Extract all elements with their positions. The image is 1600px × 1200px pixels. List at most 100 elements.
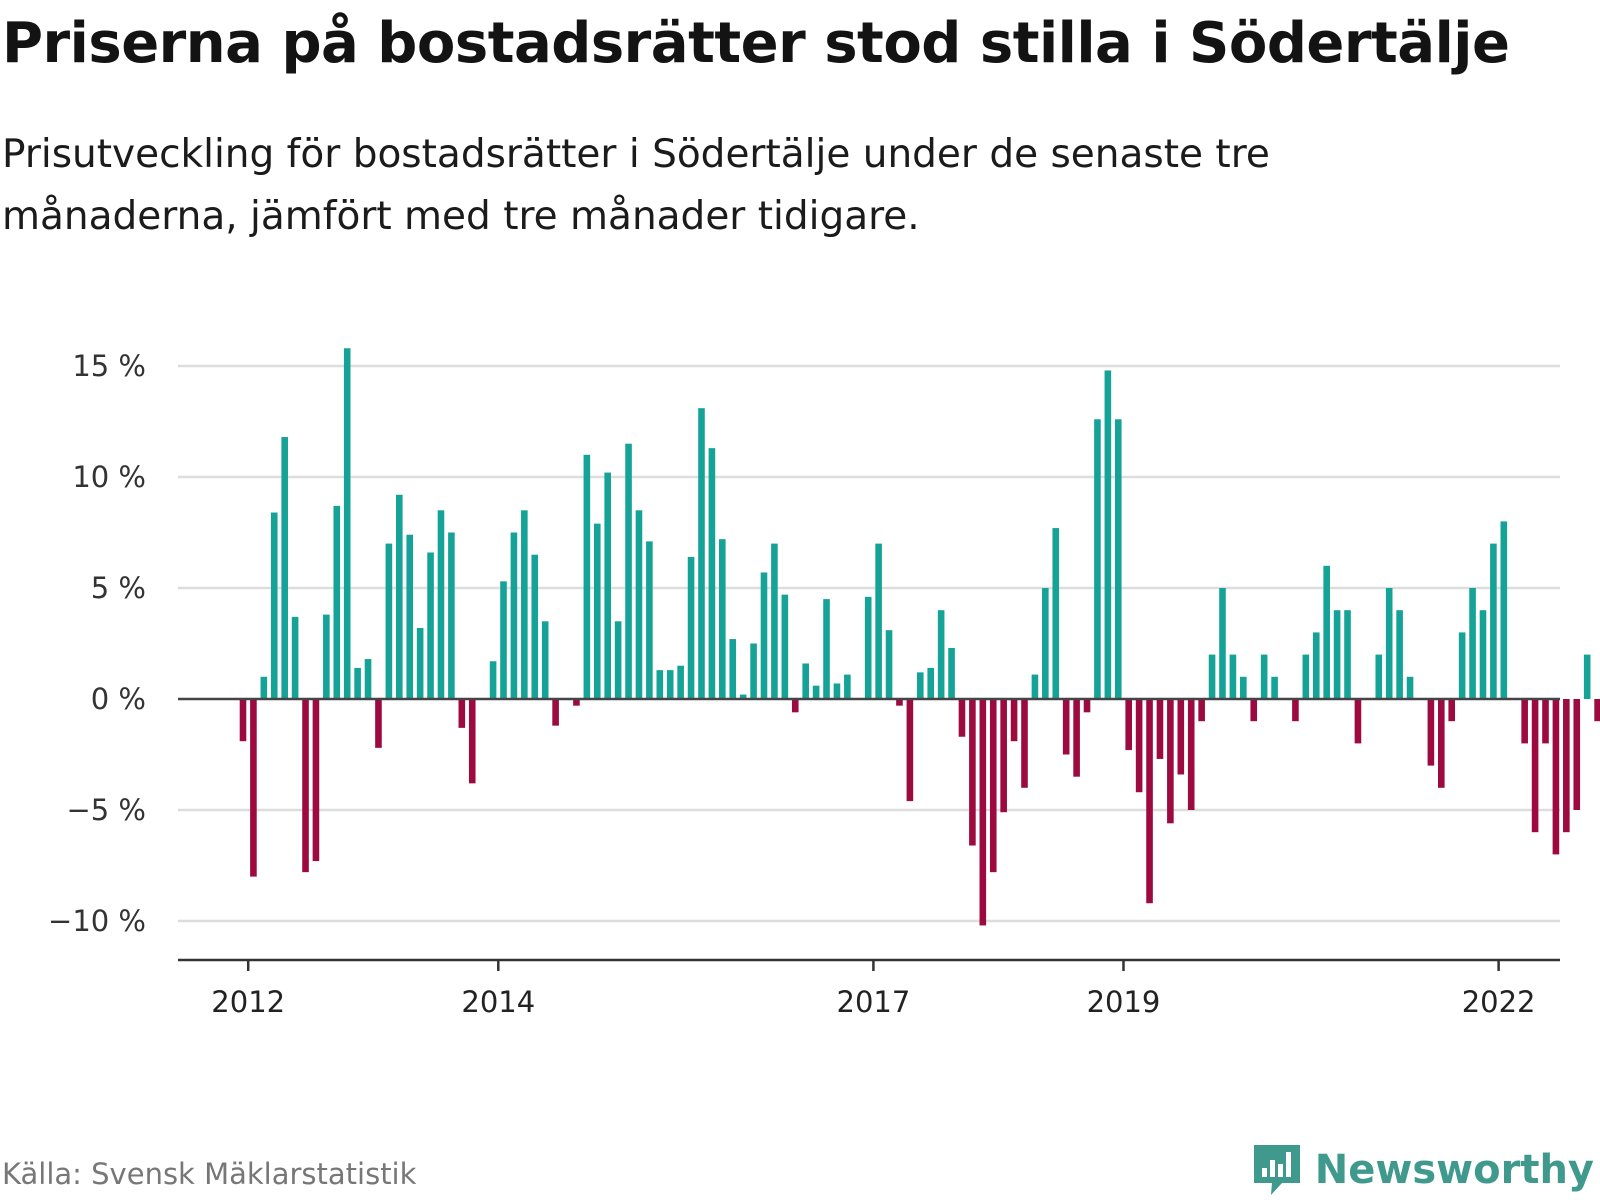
bar <box>1042 588 1049 699</box>
bar <box>1240 676 1247 699</box>
bar <box>239 699 247 742</box>
bar <box>1458 632 1466 699</box>
bar <box>1198 699 1205 722</box>
bar <box>1271 676 1278 699</box>
x-tick-label: 2017 <box>837 985 911 1019</box>
bar <box>677 665 684 699</box>
bar <box>1135 699 1143 793</box>
x-tick-label: 2012 <box>211 985 285 1019</box>
x-tick-label: 2019 <box>1087 985 1161 1019</box>
bar <box>1354 699 1362 744</box>
bar <box>1531 699 1539 833</box>
bar <box>771 543 778 699</box>
bar <box>1167 699 1174 824</box>
bar <box>260 676 268 699</box>
bar <box>1396 610 1403 699</box>
bar <box>552 699 559 726</box>
bar <box>1073 699 1080 777</box>
bar <box>917 672 924 699</box>
bar <box>635 510 643 699</box>
bar <box>385 543 393 699</box>
bar <box>687 556 695 699</box>
bar <box>583 454 591 699</box>
bar <box>969 699 976 846</box>
bar <box>1125 699 1132 751</box>
bar <box>823 599 830 699</box>
bar <box>958 699 966 737</box>
y-tick-label: 15 % <box>72 349 146 383</box>
bar <box>927 667 935 699</box>
bar <box>1479 610 1487 699</box>
bar <box>948 647 955 699</box>
bar <box>1563 699 1570 833</box>
bar <box>1344 610 1351 699</box>
newsworthy-logo: Newsworthy <box>1251 1142 1594 1198</box>
y-tick-label: 0 % <box>91 682 146 716</box>
bar <box>1062 699 1070 755</box>
bar <box>885 630 893 699</box>
bar <box>937 610 945 699</box>
bar <box>1250 699 1258 722</box>
bar <box>729 639 737 699</box>
bar <box>1521 699 1528 744</box>
bar <box>812 685 820 699</box>
bar <box>625 443 632 699</box>
bar <box>1427 699 1435 766</box>
bar <box>1208 654 1216 699</box>
bar <box>1292 699 1299 722</box>
bar <box>281 437 288 699</box>
chart-title: Priserna på bostadsrätter stod stilla i … <box>2 11 1510 76</box>
newsworthy-logo-icon <box>1253 1145 1300 1195</box>
bar <box>1094 419 1101 699</box>
bar <box>1031 674 1039 699</box>
bar <box>291 616 299 699</box>
bar <box>781 594 789 699</box>
bar <box>396 494 403 699</box>
bar <box>406 534 414 699</box>
bar <box>448 532 455 699</box>
bar <box>833 683 841 699</box>
bar <box>791 699 799 713</box>
bar <box>312 699 320 862</box>
bar <box>531 554 539 699</box>
bar <box>666 670 674 699</box>
bar <box>1010 699 1018 742</box>
y-tick-label: 10 % <box>72 460 146 494</box>
bars <box>239 348 1600 926</box>
bar <box>343 348 351 699</box>
x-axis: 201220142017201920222024 <box>178 958 1560 1019</box>
bar <box>489 661 497 699</box>
bar <box>1500 521 1508 699</box>
bar <box>979 699 987 926</box>
bar <box>708 448 716 699</box>
bar <box>844 674 851 699</box>
bar <box>1312 632 1320 699</box>
bar <box>510 532 518 699</box>
y-tick-label: −5 % <box>66 793 146 827</box>
chart-subtitle: Prisutveckling för bostadsrätter i Söder… <box>2 132 1270 240</box>
bar <box>593 523 601 699</box>
bar <box>1552 699 1560 855</box>
bar <box>1573 699 1581 810</box>
bar <box>614 621 622 699</box>
bar <box>573 699 580 706</box>
bar <box>521 510 528 699</box>
bar <box>468 699 476 784</box>
bar <box>1177 699 1185 775</box>
bar <box>541 621 549 699</box>
bar <box>1490 543 1497 699</box>
bar <box>437 510 445 699</box>
bar <box>1333 610 1341 699</box>
bar <box>270 512 278 699</box>
bar <box>1594 699 1600 722</box>
y-tick-label: 5 % <box>91 571 146 605</box>
bar <box>1083 699 1091 713</box>
bar <box>656 670 664 699</box>
x-tick-label: 2022 <box>1462 985 1536 1019</box>
bar <box>1302 654 1310 699</box>
bar <box>864 596 872 699</box>
bar <box>1000 699 1007 813</box>
bar <box>896 699 903 706</box>
bar <box>250 699 257 877</box>
